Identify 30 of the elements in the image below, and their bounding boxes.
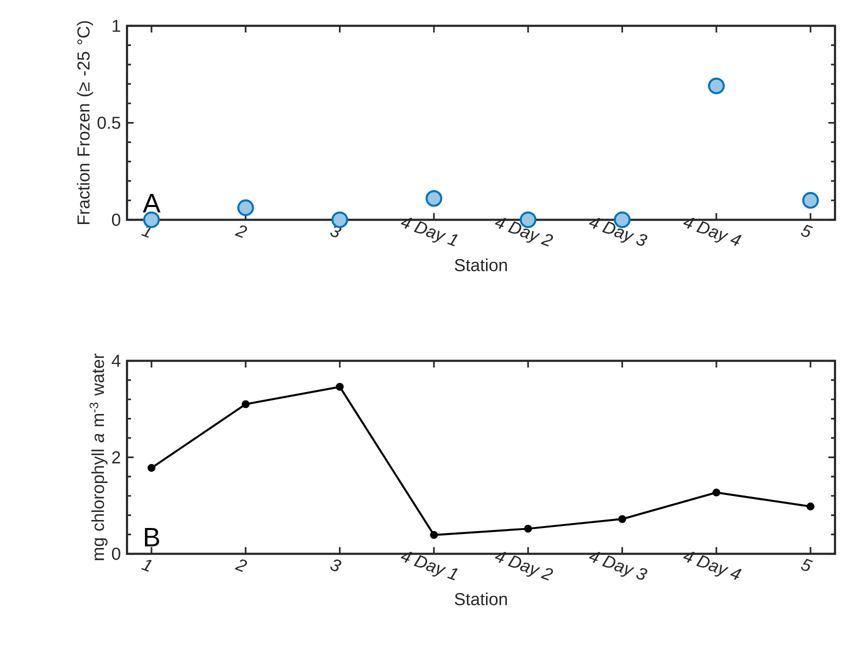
point bbox=[148, 464, 156, 472]
y-tick-label: 0.5 bbox=[98, 116, 120, 130]
x-tick-label: 3 bbox=[330, 560, 342, 572]
point bbox=[336, 383, 344, 391]
point bbox=[430, 531, 438, 540]
y-tick-label: 0 bbox=[112, 214, 120, 226]
point bbox=[802, 192, 819, 209]
x-tick-label: 5 bbox=[801, 558, 814, 572]
y-axis-title: mg chlorophyll a m$^{-3}$ water bbox=[90, 354, 108, 560]
x-tick-label: 2 bbox=[234, 560, 248, 572]
y-tick-label: 4 bbox=[112, 354, 120, 367]
x-tick-label: 2 bbox=[234, 226, 248, 238]
point bbox=[618, 515, 626, 524]
y-axis-title: Fraction Frozen (≥ -25 °C) bbox=[76, 21, 94, 224]
x-axis-title: Station bbox=[454, 258, 507, 272]
point bbox=[712, 488, 720, 497]
point bbox=[806, 502, 814, 511]
x-tick-label: 1 bbox=[141, 560, 152, 572]
point bbox=[242, 400, 250, 408]
x-tick-label: 5 bbox=[801, 224, 814, 238]
annotation: A bbox=[142, 194, 161, 212]
y-tick-label: 1 bbox=[112, 20, 120, 32]
point bbox=[708, 78, 725, 94]
annotation: B bbox=[144, 528, 160, 546]
y-tick-label: 0 bbox=[112, 548, 120, 560]
point bbox=[237, 200, 254, 216]
point bbox=[524, 524, 532, 533]
x-axis-title: Station bbox=[454, 592, 507, 606]
point bbox=[426, 190, 442, 207]
y-tick-label: 2 bbox=[112, 451, 120, 464]
